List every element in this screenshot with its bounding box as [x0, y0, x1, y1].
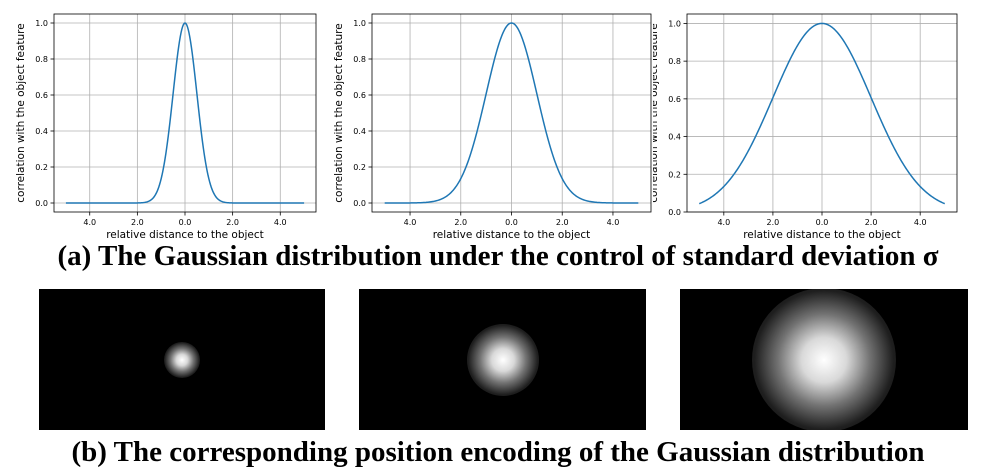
x-tick-label: 4.0 — [914, 218, 927, 227]
x-axis-label: relative distance to the object — [743, 229, 901, 241]
y-tick-label: 0.2 — [353, 163, 366, 172]
gaussian-chart-1: 4.0 2.0 0.0 2.0 4.0 0.0 0.2 0.4 0.6 0.8 1.0 relativ… — [15, 13, 317, 241]
chart-panel-sigma-large: 4.0 2.0 0.0 2.0 4.0 0.0 0.2 0.4 0.6 0.8 1.0 relativ… — [653, 0, 993, 242]
position-encoding-heatmap-3 — [680, 287, 968, 432]
y-tick-label: 0.4 — [668, 133, 681, 142]
x-tick-label: 4.0 — [717, 218, 730, 227]
x-tick-label: 2.0 — [865, 218, 878, 227]
y-tick-label: 1.0 — [353, 19, 366, 28]
chart-panel-sigma-small: 4.0 2.0 0.0 2.0 4.0 0.0 0.2 0.4 0.6 0.8 1.0 relativ… — [0, 0, 330, 242]
y-tick-label: 0.0 — [353, 199, 366, 208]
chart-panel-sigma-medium: 4.0 2.0 0.0 2.0 4.0 0.0 0.2 0.4 0.6 0.8 1.0 relativ… — [330, 0, 660, 242]
caption-position-encoding: (b) The corresponding position encoding … — [71, 436, 925, 468]
gaussian-chart-3: 4.0 2.0 0.0 2.0 4.0 0.0 0.2 0.4 0.6 0.8 1.0 relativ… — [653, 13, 958, 241]
x-tick-label: 2.0 — [131, 218, 144, 227]
gaussian-glow-spot — [164, 341, 200, 378]
y-tick-label: 1.0 — [35, 19, 48, 28]
gaussian-curve — [384, 22, 639, 204]
x-tick-label: 4.0 — [83, 218, 96, 227]
y-axis-label: correlation with the object feature — [653, 23, 660, 202]
y-tick-label: 0.6 — [668, 95, 681, 104]
gaussian-curve — [65, 22, 305, 204]
position-encoding-heatmap-2 — [359, 289, 646, 430]
x-tick-label: 2.0 — [226, 218, 239, 227]
x-axis-label: relative distance to the object — [106, 229, 264, 241]
y-tick-label: 0.6 — [35, 91, 48, 100]
y-tick-label: 1.0 — [668, 19, 681, 28]
x-tick-label: 2.0 — [454, 218, 467, 227]
y-tick-label: 0.0 — [668, 208, 681, 217]
gaussian-glow-spot — [752, 287, 896, 432]
y-tick-label: 0.6 — [353, 91, 366, 100]
caption-gaussian-distribution: (a) The Gaussian distribution under the … — [57, 240, 939, 272]
y-tick-label: 0.2 — [668, 170, 681, 179]
x-tick-label: 4.0 — [274, 218, 287, 227]
x-tick-label: 0.0 — [816, 218, 829, 227]
y-axis-label: correlation with the object feature — [15, 23, 27, 202]
y-tick-label: 0.8 — [668, 57, 681, 66]
position-encoding-heatmap-1 — [39, 289, 325, 430]
gaussian-glow-spot — [466, 323, 539, 396]
y-tick-label: 0.0 — [35, 199, 48, 208]
gaussian-curve — [698, 22, 946, 205]
y-tick-label: 0.4 — [35, 127, 48, 136]
y-tick-label: 0.8 — [35, 55, 48, 64]
y-tick-label: 0.4 — [353, 127, 366, 136]
x-axis-label: relative distance to the object — [433, 229, 591, 241]
x-tick-label: 0.0 — [179, 218, 192, 227]
x-tick-label: 4.0 — [404, 218, 417, 227]
y-axis-label: correlation with the object feature — [333, 23, 345, 202]
y-tick-label: 0.8 — [353, 55, 366, 64]
x-tick-label: 2.0 — [556, 218, 569, 227]
x-tick-label: 4.0 — [607, 218, 620, 227]
y-tick-label: 0.2 — [35, 163, 48, 172]
gaussian-chart-2: 4.0 2.0 0.0 2.0 4.0 0.0 0.2 0.4 0.6 0.8 1.0 relativ… — [333, 13, 652, 241]
x-tick-label: 0.0 — [505, 218, 518, 227]
x-tick-label: 2.0 — [767, 218, 780, 227]
